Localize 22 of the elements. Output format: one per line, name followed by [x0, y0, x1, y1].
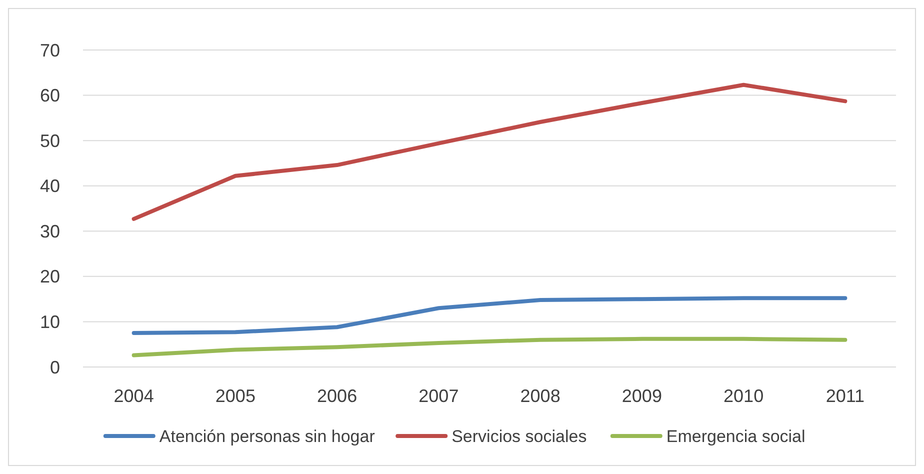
x-tick-label: 2009: [622, 386, 662, 406]
y-tick-label: 0: [50, 357, 60, 378]
x-tick-label: 2005: [215, 386, 256, 406]
y-tick-label: 50: [40, 130, 60, 151]
y-tick-label: 60: [40, 86, 60, 106]
line-series: [132, 296, 848, 336]
x-tick-label: 2010: [724, 386, 764, 406]
y-tick-label: 30: [40, 221, 60, 242]
y-tick-label: 20: [40, 266, 60, 287]
legend-label: Servicios sociales: [452, 426, 587, 446]
y-tick-label: 70: [40, 40, 60, 60]
x-tick-label: 2004: [114, 386, 154, 406]
line-series: [132, 82, 848, 221]
x-tick-label: 2006: [317, 386, 358, 406]
y-tick-label: 40: [40, 176, 60, 196]
x-tick-label: 2007: [418, 386, 459, 406]
line-series: [132, 336, 848, 358]
x-tick-label: 2011: [826, 386, 865, 406]
y-tick-label: 10: [40, 312, 60, 332]
legend-label: Emergencia social: [666, 426, 806, 446]
x-tick-label: 2008: [520, 386, 560, 406]
legend-label: Atención personas sin hogar: [159, 426, 376, 446]
